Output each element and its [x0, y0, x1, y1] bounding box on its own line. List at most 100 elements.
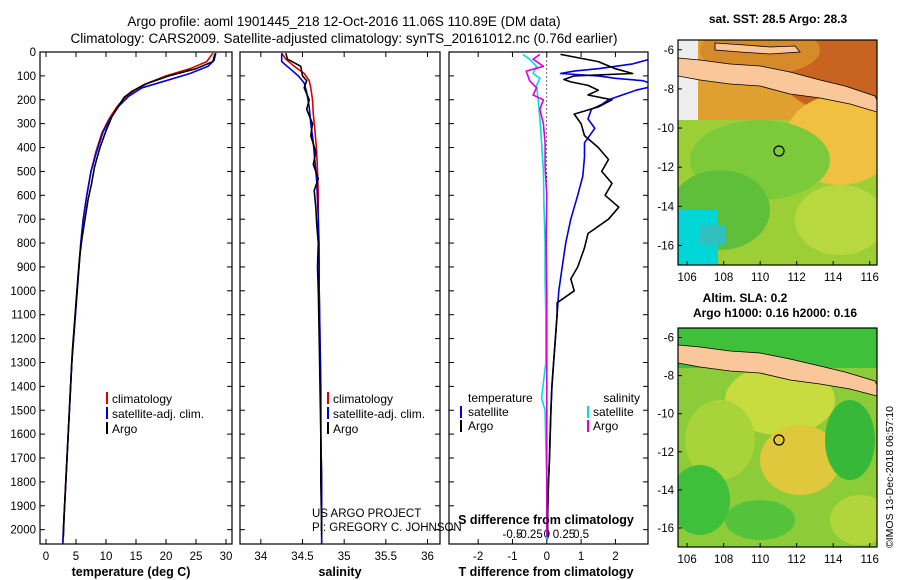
series-line-temperature-satellite [546, 58, 648, 540]
salinity-axes: 34 34.5 35 35.5 36 [240, 51, 440, 563]
x-tick-label: 25 [190, 551, 203, 563]
x-tick-label: 15 [130, 551, 143, 563]
lat-tick-label: -12 [657, 447, 674, 459]
difference-legend: temperature satellite Argo salinity sate… [460, 391, 640, 433]
series-line-satellite-adj-clim- [280, 53, 323, 544]
lat-tick-label: -16 [657, 240, 674, 252]
depth-tick-label: 100 [17, 71, 36, 83]
depth-tick-label: 1900 [10, 501, 36, 513]
legend-s-satellite: satellite [593, 405, 634, 419]
depth-tick-label: 700 [17, 214, 36, 226]
x-tick-label: 20 [160, 551, 173, 563]
lat-tick-label: -12 [657, 162, 674, 174]
x-tick-label: 34 [254, 551, 267, 563]
x-tick-label: 30 [220, 551, 233, 563]
sla-map-axes: 106 108 110 112 114 116 -6 -8 -10 -12 -14 -16 [657, 333, 878, 566]
legend-argo: Argo [112, 422, 138, 436]
difference-s-label: S difference from climatology [458, 513, 634, 527]
lat-tick-label: -10 [657, 409, 674, 421]
legend-climatology: climatology [112, 392, 172, 406]
legend-satellite-adj: satellite-adj. clim. [112, 407, 204, 421]
sst-map-axes: 106 108 110 112 114 116 -6 -8 -10 -12 -14 -16 [657, 45, 878, 284]
lon-tick-label: 116 [861, 272, 879, 284]
depth-tick-label: 2000 [10, 525, 36, 537]
lat-tick-label: -6 [664, 45, 674, 57]
lat-tick-label: -16 [657, 523, 674, 535]
depth-tick-label: 1100 [11, 310, 36, 322]
x-tick-label: 5 [73, 551, 79, 563]
series-line-climatology [281, 52, 323, 544]
difference-xlabel: T difference from climatology [458, 565, 633, 579]
depth-tick-label: 1200 [10, 334, 36, 346]
difference-frame [448, 51, 649, 545]
x-tick-label: 1 [578, 551, 584, 563]
difference-plot [522, 52, 648, 544]
lat-tick-label: -8 [664, 371, 674, 383]
temperature-xlabel: temperature (deg C) [72, 565, 191, 579]
salinity-frame [239, 51, 441, 545]
salinity-xlabel: salinity [318, 565, 361, 579]
x-tick-label: 0 [544, 551, 550, 563]
legend-salinity-heading: salinity [603, 391, 640, 405]
legend-argo-2: Argo [333, 422, 359, 436]
legend-satellite-adj-2: satellite-adj. clim. [333, 407, 425, 421]
depth-tick-label: 600 [17, 190, 36, 202]
depth-tick-label: 0 [30, 47, 36, 59]
sla-map-title-1: Altim. SLA: 0.2 [703, 291, 788, 305]
legend-t-satellite: satellite [468, 405, 509, 419]
credit-project: US ARGO PROJECT [312, 508, 421, 520]
lon-tick-label: 112 [787, 554, 805, 566]
x-tick-label: 35.5 [375, 551, 397, 563]
x-tick-label: 35 [338, 551, 351, 563]
depth-tick-label: 1400 [10, 381, 36, 393]
lat-tick-label: -8 [664, 84, 674, 96]
legend-climatology-2: climatology [333, 392, 393, 406]
x-tick-label: 34.5 [291, 551, 313, 563]
difference-axes: -2 -1 0 1 2-0.5-0.25 0 0.250.5 [449, 51, 648, 563]
series-line-salinity-satellite [522, 53, 548, 540]
depth-tick-label: 400 [17, 143, 36, 155]
depth-tick-label: 1500 [10, 405, 36, 417]
depth-tick-label: 800 [17, 238, 36, 250]
depth-tick-label: 1000 [10, 286, 36, 298]
lat-tick-label: -6 [664, 333, 674, 345]
sla-field [678, 328, 877, 547]
series-line-climatology [62, 52, 214, 544]
depth-tick-label: 1700 [10, 453, 36, 465]
lon-tick-label: 112 [787, 272, 805, 284]
series-line-satellite-adj-clim- [62, 53, 217, 544]
lat-tick-label: -14 [657, 485, 674, 497]
sst-map-title: sat. SST: 28.5 Argo: 28.3 [709, 12, 848, 26]
legend-s-argo: Argo [593, 419, 619, 433]
depth-tick-label: 200 [17, 95, 36, 107]
legend-temperature-heading: temperature [468, 391, 533, 405]
x-tick-label: -1 [507, 551, 517, 563]
s-tick-label: -0.25 [517, 529, 543, 541]
header-line-1: Argo profile: aoml 1901445_218 12-Oct-20… [127, 14, 560, 29]
series-line-temperature-argo [546, 53, 634, 537]
temperature-panel: 0100200300400500600700800900100011001200… [10, 47, 233, 579]
lon-tick-label: 108 [714, 554, 733, 566]
lat-tick-label: -14 [657, 201, 674, 213]
temperature-axes: 0100200300400500600700800900100011001200… [10, 47, 232, 563]
legend-t-argo: Argo [468, 419, 494, 433]
x-tick-label: -2 [473, 551, 483, 563]
depth-tick-label: 300 [17, 119, 36, 131]
sst-map: sat. SST: 28.5 Argo: 28.3 106 108 110 112 11… [657, 12, 878, 284]
lon-tick-label: 106 [678, 554, 697, 566]
depth-tick-label: 1300 [10, 357, 36, 369]
lon-tick-label: 106 [678, 272, 697, 284]
series-line-argo [62, 52, 216, 537]
lon-tick-label: 110 [751, 554, 769, 566]
lon-tick-label: 108 [714, 272, 733, 284]
imos-watermark: ©IMOS 13-Dec-2018 06:57:10 [884, 406, 896, 548]
lon-tick-label: 110 [751, 272, 769, 284]
credit-pi: PI: GREGORY C. JOHNSON [312, 522, 462, 534]
s-tick-label: 0.25 [553, 529, 575, 541]
salinity-panel: 34 34.5 35 35.5 36 salinity climatology sate… [239, 51, 462, 579]
temperature-plot [62, 52, 217, 544]
x-tick-label: 0 [43, 551, 49, 563]
series-line-argo [285, 52, 323, 537]
x-tick-label: 2 [612, 551, 618, 563]
